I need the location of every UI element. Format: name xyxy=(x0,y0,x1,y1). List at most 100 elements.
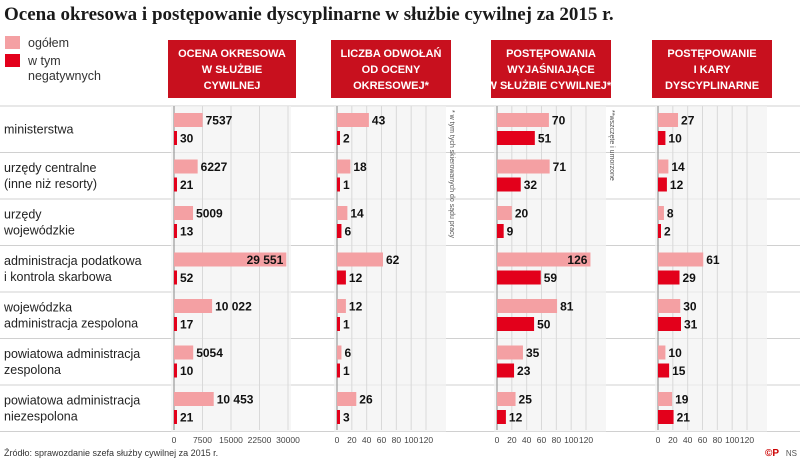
bar-total xyxy=(337,206,348,220)
bar-negative xyxy=(174,363,177,378)
bar-total-label: 8 xyxy=(667,207,674,221)
bar-negative-label: 3 xyxy=(343,411,350,425)
bar-negative-label: 1 xyxy=(343,364,350,378)
tick-label: 100 xyxy=(564,435,578,445)
bar-total-label: 6 xyxy=(344,346,351,360)
bar-total-label: 10 022 xyxy=(215,300,252,314)
bar-total-label: 19 xyxy=(675,393,689,407)
bar-total-label: 29 551 xyxy=(247,253,284,267)
bar-total xyxy=(658,299,681,313)
category-label: urzędy xyxy=(4,207,42,221)
panel-footnote: * w tym tych skierowanych do sądu pracy xyxy=(448,110,455,238)
bar-negative-label: 21 xyxy=(180,411,194,425)
bar-total-label: 14 xyxy=(350,207,364,221)
tick-label: 40 xyxy=(362,435,372,445)
tick-label: 60 xyxy=(537,435,547,445)
category-label: (inne niż resorty) xyxy=(4,177,97,191)
legend-total-label: ogółem xyxy=(28,36,69,50)
panel-header xyxy=(652,40,772,98)
bar-negative-label: 52 xyxy=(180,271,194,285)
bar-total-label: 5009 xyxy=(196,207,223,221)
publisher-logo: ©P xyxy=(764,448,779,459)
bar-total-label: 18 xyxy=(353,160,367,174)
bar-total-label: 70 xyxy=(552,114,566,128)
tick-label: 80 xyxy=(713,435,723,445)
bar-total xyxy=(658,392,673,406)
bar-negative xyxy=(497,410,506,424)
bar-negative xyxy=(337,270,346,285)
tick-label: 80 xyxy=(552,435,562,445)
bar-total-label: 43 xyxy=(372,114,386,128)
bar-negative-label: 21 xyxy=(677,411,691,425)
bar-total xyxy=(337,392,357,406)
bar-negative xyxy=(658,317,681,331)
panel-header xyxy=(168,40,296,98)
tick-label: 0 xyxy=(335,435,340,445)
bar-negative xyxy=(174,177,177,192)
bar-negative xyxy=(174,131,177,145)
bar-negative-label: 23 xyxy=(517,364,531,378)
panel-header xyxy=(331,40,451,98)
panel-header-text: I KARY xyxy=(694,64,732,76)
tick-label: 120 xyxy=(419,435,433,445)
panel-4: POSTĘPOWANIE I KARY DYSCYPLINARNE 0 20 40 60 80… xyxy=(652,40,772,445)
bar-negative-label: 31 xyxy=(684,318,698,332)
bar-total-label: 61 xyxy=(706,253,720,267)
bar-negative xyxy=(658,177,667,192)
bar-negative xyxy=(497,317,535,331)
bar-negative-label: 30 xyxy=(180,132,194,146)
bar-total xyxy=(337,299,346,313)
bar-total-label: 12 xyxy=(349,300,363,314)
tick-label: 20 xyxy=(668,435,678,445)
bar-total xyxy=(337,113,369,127)
bar-total xyxy=(497,252,591,267)
bar-total-label: 126 xyxy=(567,253,587,267)
bar-total xyxy=(497,206,512,220)
bar-total xyxy=(174,113,203,127)
tick-label: 0 xyxy=(495,435,500,445)
bar-total xyxy=(497,392,516,406)
bar-total xyxy=(174,252,287,267)
panel-header-text: OCENA OKRESOWA xyxy=(178,48,286,60)
bar-negative-label: 32 xyxy=(524,178,538,192)
bar-total-label: 35 xyxy=(526,346,540,360)
bar-total xyxy=(174,345,194,360)
panel-3: POSTĘPOWANIA WYJAŚNIAJĄCE W SŁUŻBIE CYWILN… xyxy=(487,40,617,445)
bar-negative xyxy=(337,317,340,331)
bar-negative xyxy=(337,177,340,192)
tick-label: 120 xyxy=(740,435,754,445)
bar-total-label: 62 xyxy=(386,253,400,267)
bar-negative-label: 15 xyxy=(672,364,686,378)
tick-label: 60 xyxy=(377,435,387,445)
legend-total-swatch xyxy=(5,36,20,49)
category-label: niezespolona xyxy=(4,409,78,423)
bar-total-label: 10 453 xyxy=(217,393,254,407)
tick-label: 20 xyxy=(347,435,357,445)
bar-negative-label: 1 xyxy=(343,318,350,332)
tick-label: 22500 xyxy=(248,435,272,445)
bar-total xyxy=(658,159,669,174)
bar-negative xyxy=(337,131,340,145)
bar-negative-label: 17 xyxy=(180,318,194,332)
panel-2: LICZBA ODWOŁAŃ OD OCENY OKRESOWEJ* 0 20 40 60 8… xyxy=(331,40,455,445)
bar-total xyxy=(658,206,664,220)
bar-total-label: 71 xyxy=(553,160,567,174)
bar-total-label: 10 xyxy=(668,346,682,360)
tick-label: 100 xyxy=(725,435,739,445)
panel-header xyxy=(491,40,611,98)
bar-negative-label: 9 xyxy=(507,225,514,239)
bar-negative xyxy=(658,410,674,424)
bar-total-label: 7537 xyxy=(206,114,233,128)
category-label: administracja podatkowa xyxy=(4,254,142,268)
bar-total xyxy=(658,345,666,360)
bar-negative xyxy=(658,270,680,285)
legend-negative-swatch xyxy=(5,54,20,67)
bar-total xyxy=(337,345,342,360)
bar-total-label: 6227 xyxy=(201,160,228,174)
bar-negative xyxy=(658,224,661,238)
panel-background xyxy=(655,106,767,432)
panel-header-text: W SŁUŻBIE CYWILNEJ** xyxy=(487,79,617,92)
category-label: zespolona xyxy=(4,363,61,377)
category-label: i kontrola skarbowa xyxy=(4,270,112,284)
bar-total xyxy=(497,113,549,127)
